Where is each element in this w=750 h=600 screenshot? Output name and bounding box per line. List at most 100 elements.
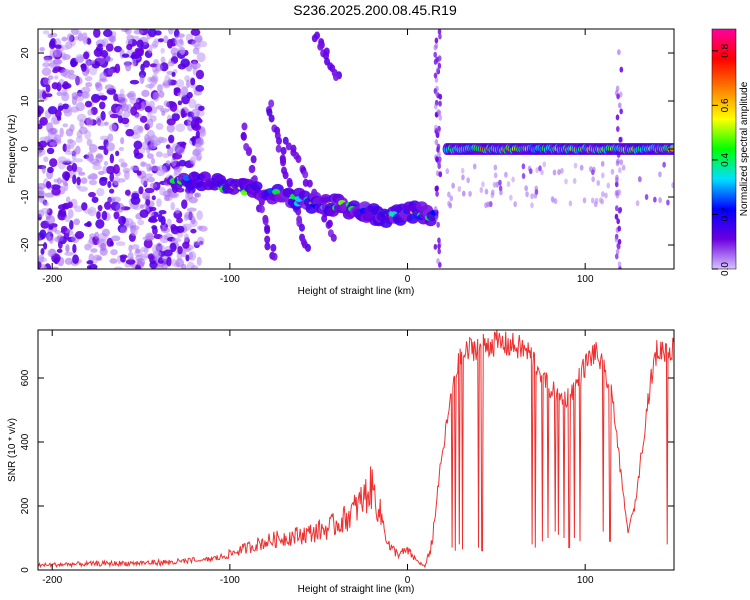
spectrogram-cell <box>40 207 50 214</box>
spectrogram-cell <box>107 68 114 76</box>
spectrogram-cell <box>173 87 181 92</box>
spectrogram-cell <box>109 188 115 194</box>
spectrogram-cell <box>52 226 58 232</box>
spectrogram-cell <box>178 46 186 54</box>
snr-xtick-label: -200 <box>42 575 62 586</box>
spectrogram-cell <box>155 151 163 158</box>
spectrogram-cell <box>113 176 120 186</box>
spectrogram-cell <box>614 236 619 243</box>
spectrogram-cell <box>198 171 211 182</box>
spectrogram-ytick-label: -20 <box>20 237 31 252</box>
spectrogram-cell <box>311 34 318 43</box>
spectrogram-cell <box>437 29 442 35</box>
spectrogram-cell <box>194 119 200 130</box>
spectrogram-cell <box>614 205 619 212</box>
spectrogram-cell <box>194 192 202 198</box>
spectrogram-cell <box>91 93 101 103</box>
spectrogram-cell <box>568 200 573 207</box>
spectrogram-cell <box>83 209 94 214</box>
spectrogram-cell <box>493 172 498 179</box>
spectrogram-cell <box>61 91 70 102</box>
spectrogram-cell <box>56 234 64 242</box>
spectrogram-cell <box>671 182 674 189</box>
spectrogram-cell <box>598 197 603 204</box>
spectrogram-cell <box>80 63 87 72</box>
spectrogram-cell <box>472 163 477 170</box>
snr-ytick-label: 200 <box>20 497 31 514</box>
spectrogram-cell <box>160 47 165 54</box>
spectrogram-cell <box>51 114 57 122</box>
spectrogram-cell <box>175 123 186 133</box>
spectrogram-cell <box>75 30 82 36</box>
spectrogram-cell <box>130 227 138 236</box>
spectrogram-cell <box>268 114 275 123</box>
spectrogram-cell <box>136 39 144 49</box>
spectrogram-cell <box>129 166 140 171</box>
spectrogram-cell <box>39 116 48 126</box>
spectrogram-cell <box>436 146 440 153</box>
spectrogram-cell <box>135 248 141 254</box>
spectrogram-cell <box>198 105 205 112</box>
spectrogram-cell <box>286 177 293 186</box>
spectrogram-cell <box>437 62 442 69</box>
spectrogram-cell <box>56 177 62 185</box>
spectrogram-cell <box>62 182 69 187</box>
spectrogram-cell <box>177 245 183 255</box>
spectrogram-cell <box>437 243 441 250</box>
spectrogram-cell <box>177 92 187 98</box>
spectrogram-cell <box>492 181 497 188</box>
colorbar-ticks: 0.0 0.2 0.4 0.6 0.8 <box>712 43 731 276</box>
spectrogram-cell <box>616 243 621 250</box>
spectrogram-cell <box>196 52 206 63</box>
spectrogram-cell <box>161 261 168 269</box>
spectrogram-cell <box>95 153 104 163</box>
snr-plot-area <box>38 330 674 570</box>
spectrogram-cell <box>165 160 171 166</box>
spectrogram-cell <box>618 91 623 98</box>
spectrogram-cell <box>484 188 489 195</box>
spectrogram-cell <box>190 77 196 86</box>
spectrogram-cell <box>113 211 120 220</box>
spectrogram-cell <box>125 61 132 72</box>
spectrogram-cell <box>140 161 148 167</box>
spectrogram-cell <box>75 136 83 143</box>
spectrogram-cell <box>662 161 666 168</box>
spectrogram-cell <box>86 138 93 147</box>
spectrogram-cell <box>180 58 190 68</box>
snr-x-axis-label: Height of straight line (km) <box>298 584 415 595</box>
spectrogram-cell <box>606 182 611 189</box>
spectrogram-cell <box>161 110 166 116</box>
spectrogram-cell <box>180 108 186 119</box>
spectrogram-cell <box>302 170 309 179</box>
spectrogram-cell <box>185 79 191 89</box>
spectrogram-cell <box>524 185 528 192</box>
spectrogram-cell <box>582 197 587 204</box>
spectrogram-cell <box>434 90 439 97</box>
spectrogram-cell <box>560 167 564 174</box>
spectrogram-cell <box>484 202 488 209</box>
spectrogram-cell <box>326 219 333 228</box>
spectrogram-cell <box>435 190 439 197</box>
spectrogram-cell <box>319 193 332 204</box>
spectrogram-cell <box>65 196 71 204</box>
spectrogram-cell <box>101 210 108 221</box>
spectrogram-cell <box>438 100 442 107</box>
spectrogram-cell <box>616 218 620 225</box>
spectrogram-cell <box>109 153 115 164</box>
spectrogram-cell <box>435 156 439 163</box>
spectrogram-cell <box>197 225 203 230</box>
spectrogram-cell <box>615 177 619 184</box>
spectrogram-cell <box>461 190 466 197</box>
colorbar-label: Normalized spectral amplitude <box>739 81 750 216</box>
spectrogram-cell <box>168 134 175 144</box>
spectrogram-cell <box>59 127 64 138</box>
spectrogram-cell <box>614 213 619 220</box>
spectrogram-cell <box>435 56 439 63</box>
spectrogram-cell <box>156 168 166 177</box>
spectrogram-cell <box>76 176 81 186</box>
snr-ticks: -200 -100 0 100 0 200 400 600 <box>20 330 674 586</box>
spectrogram-cell <box>521 163 526 170</box>
colorbar: 0.0 0.2 0.4 0.6 0.8 Normalized spectral ampl… <box>711 28 750 276</box>
spectrogram-cell <box>196 155 202 161</box>
